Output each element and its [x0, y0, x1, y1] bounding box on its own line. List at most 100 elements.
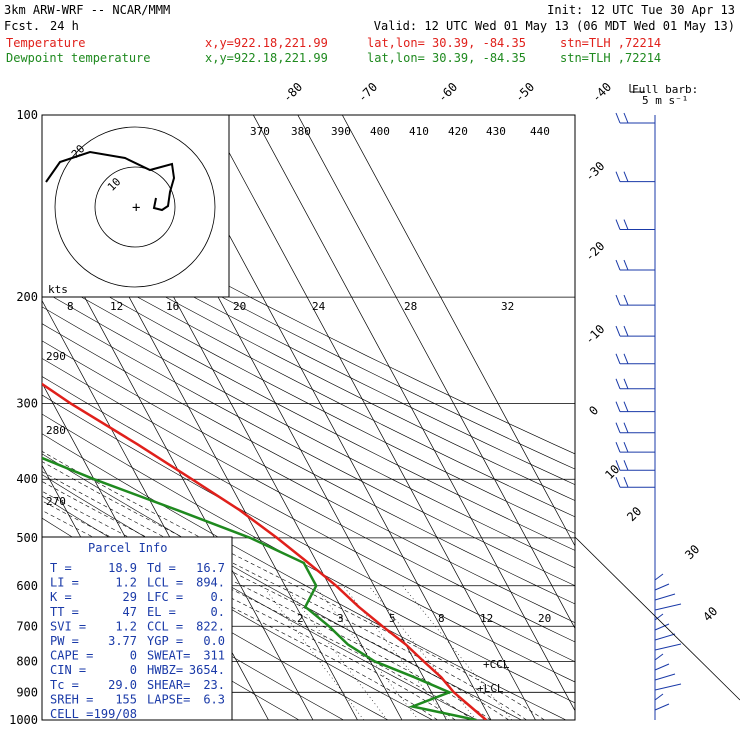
parcel-value: 3654. [189, 663, 225, 677]
lower-wind-barb [654, 573, 664, 581]
temperature-legend: Temperature [6, 36, 85, 50]
dry-adiabat [42, 323, 575, 605]
parcel-value: 311 [203, 649, 225, 663]
parcel-value: 155 [115, 692, 137, 706]
dry-adiabat [42, 394, 575, 683]
parcel-value: 894. [196, 576, 225, 590]
isotherm-top-label: -50 [512, 80, 537, 105]
isotherm-right-label: 0 [586, 403, 601, 418]
theta-label: 370 [250, 125, 270, 138]
isotherm [208, 115, 536, 720]
wind-barb-feather [623, 378, 629, 389]
hodograph: + 20 10 [41, 114, 230, 298]
wind-barb-feather [615, 112, 621, 124]
parcel-label: SWEAT= [147, 649, 190, 663]
pressure-label-300: 300 [16, 397, 38, 411]
wind-barb-feather [615, 401, 621, 412]
mixing-ratio-line [402, 585, 513, 720]
isotherm [341, 115, 575, 547]
parcel-label: K = [50, 590, 72, 604]
temp-latlon: lat,lon= 30.39, -84.35 [367, 36, 526, 50]
parcel-label: Tc = [50, 678, 79, 692]
lower-wind-barb [654, 613, 664, 621]
model-title: 3km ARW-WRF -- NCAR/MMM [4, 3, 170, 17]
dry-adiabat [42, 258, 575, 534]
barb-legend-line1: Full barb: [632, 83, 698, 96]
hodo-speed-labels: 8 12 16 20 24 28 32 [67, 300, 514, 313]
pressure-label-200: 200 [16, 290, 38, 304]
isotherm [0, 115, 2, 720]
hodo-speed-label: 20 [233, 300, 246, 313]
wind-barb-feather [615, 219, 621, 230]
dew-latlon: lat,lon= 30.39, -84.35 [367, 51, 526, 65]
parcel-label: CAPE = [50, 649, 93, 663]
mixing-ratio-label: 8 [438, 612, 445, 625]
parcel-value: 199/08 [94, 707, 137, 721]
temp-xy: x,y=922.18,221.99 [205, 36, 328, 50]
dry-adiabat [42, 376, 575, 663]
wind-barb-feather [615, 353, 621, 364]
pressure-label-700: 700 [16, 619, 38, 633]
parcel-label: SVI = [50, 619, 86, 633]
hodo-ring-10 [94, 166, 176, 248]
parcel-label: CCL = [147, 619, 183, 633]
init-time: Init: 12 UTC Tue 30 Apr 13 [547, 3, 735, 17]
parcel-value: 0 [130, 649, 137, 663]
lower-wind-barb [654, 673, 676, 681]
dry-adiabat [42, 358, 575, 643]
level-label: +CCL [483, 658, 510, 671]
wind-barb-feather [623, 401, 629, 412]
mixing-ratio-line [262, 585, 365, 720]
isotherm-right-label: -10 [582, 322, 607, 347]
lower-wind-barb [654, 583, 670, 591]
parcel-value: 3.77 [108, 634, 137, 648]
parcel-label: CELL = [50, 707, 93, 721]
lower-wind-barb [654, 623, 670, 631]
parcel-label: SHEAR= [147, 678, 190, 692]
parcel-label: Td = [147, 561, 176, 575]
pressure-label-800: 800 [16, 654, 38, 668]
theta-label: 430 [486, 125, 506, 138]
lower-wind-barb [654, 703, 670, 711]
dry-adiabat [42, 306, 575, 587]
theta-label: 390 [331, 125, 351, 138]
pressure-label-400: 400 [16, 472, 38, 486]
lower-wind-barb [654, 643, 682, 651]
theta-label: 410 [409, 125, 429, 138]
dewpoint-series [42, 456, 477, 720]
pressure-label-600: 600 [16, 579, 38, 593]
parcel-value: 47 [123, 605, 137, 619]
wind-barb-feather [615, 477, 621, 488]
parcel-label: HWBZ= [147, 663, 183, 677]
mixing-ratio-label: 2 [297, 612, 304, 625]
lower-wind-barb [654, 683, 682, 691]
parcel-value: 23. [203, 678, 225, 692]
dry-adiabat [42, 453, 523, 720]
parcel-value: 6.3 [203, 692, 225, 706]
parcel-value: 0.0 [203, 634, 225, 648]
wind-barb-feather [623, 294, 629, 306]
lower-wind-barb [654, 663, 670, 671]
dry-adiabat [42, 290, 575, 569]
wind-barb-feather [615, 325, 621, 337]
isotherm-top-label: -70 [355, 80, 380, 105]
pressure-axis: 100 200 300 400 500 600 700 800 900 1000 [9, 108, 38, 727]
mixing-ratio-label: 3 [337, 612, 344, 625]
parcel-info-title: Parcel Info [88, 541, 167, 555]
dew-xy: x,y=922.18,221.99 [205, 51, 328, 65]
dry-adiabat [42, 340, 575, 624]
hodo-speed-label: 8 [67, 300, 74, 313]
parcel-info-panel: Parcel Info T = 18.9 Td = 16.7 LI = 1.2 LCL = 8… [41, 536, 233, 721]
dew-station: stn=TLH ,72214 [560, 51, 661, 65]
mixing-ratio-label: 5 [389, 612, 396, 625]
lower-wind-profile [574, 536, 740, 711]
wind-barb-feather [623, 259, 629, 271]
wind-barb-feather [615, 259, 621, 271]
lower-wind-barb [654, 603, 682, 611]
wind-barb-feather [623, 422, 629, 433]
parcel-label: LI = [50, 576, 79, 590]
hodo-trace [45, 150, 176, 212]
parcel-label: EL = [147, 605, 176, 619]
hodo-center: + [132, 200, 140, 216]
